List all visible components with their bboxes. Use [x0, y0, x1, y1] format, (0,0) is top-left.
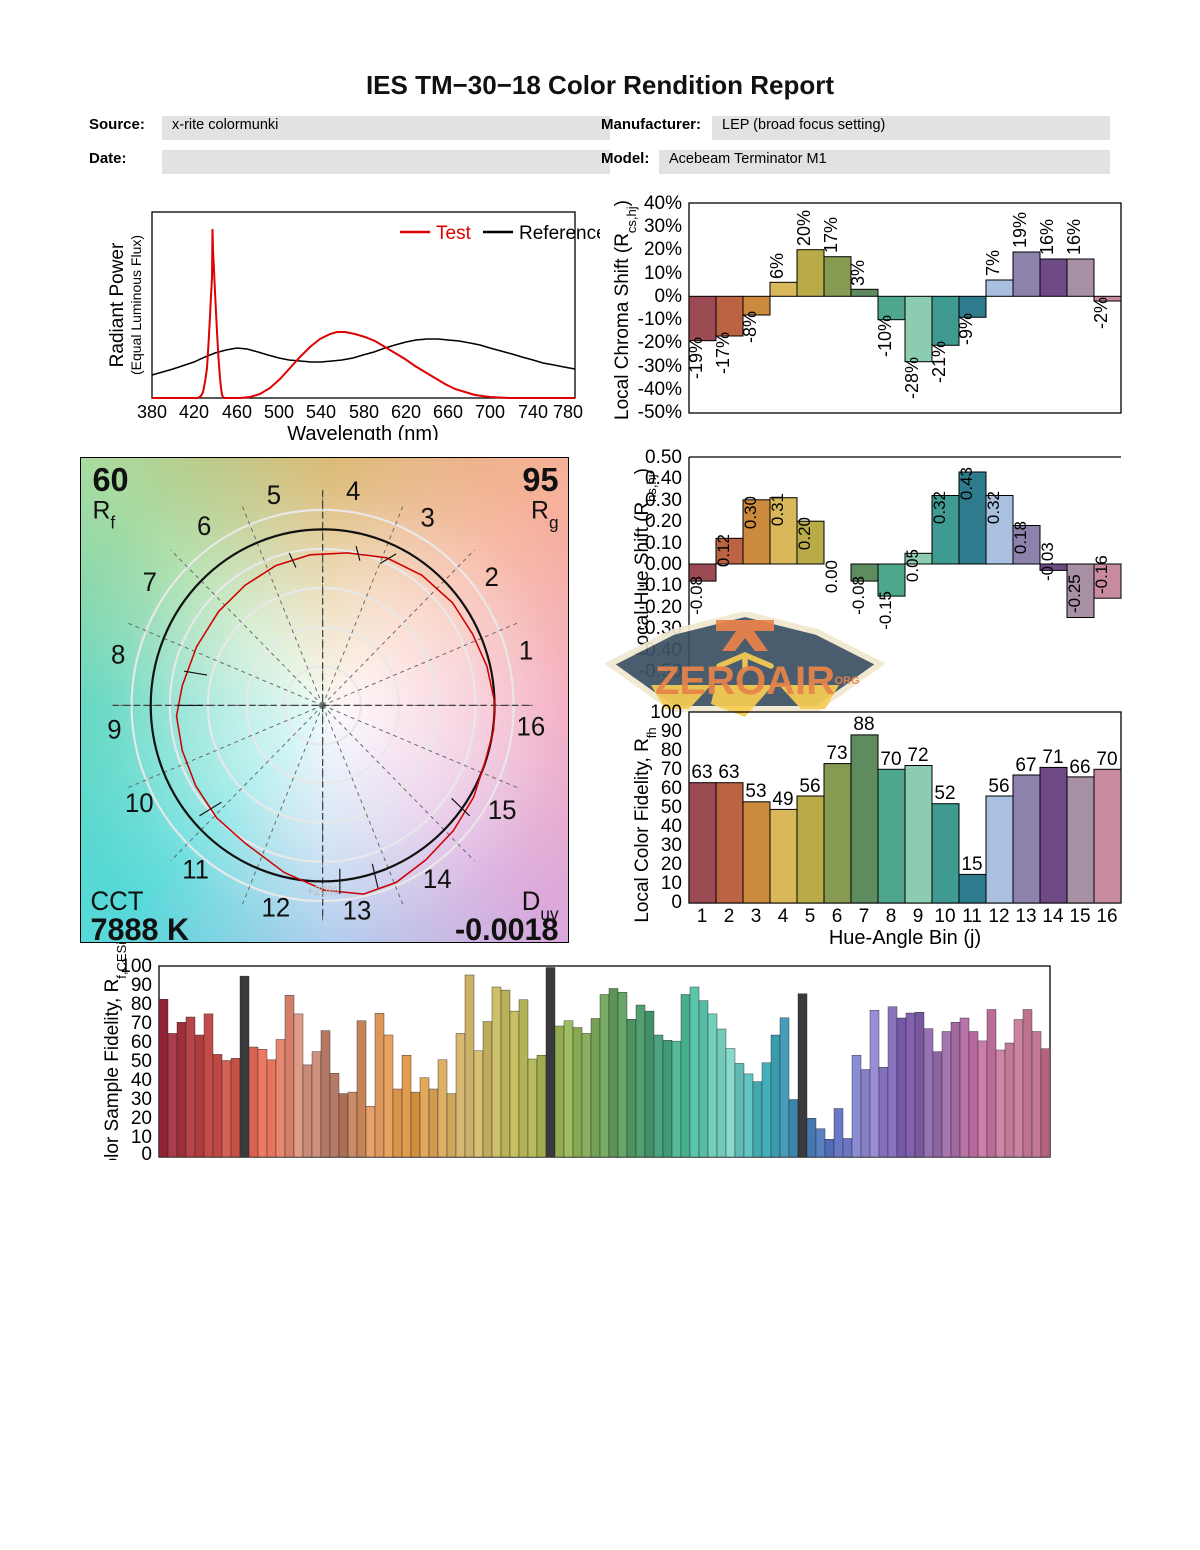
- svg-text:60: 60: [131, 1032, 152, 1053]
- svg-text:90: 90: [131, 975, 152, 996]
- svg-text:0: 0: [141, 1144, 152, 1160]
- svg-text:80: 80: [131, 994, 152, 1015]
- svg-text:Color Sample Fidelity, Rf,CESi: Color Sample Fidelity, Rf,CESi: [102, 942, 129, 1160]
- svg-text:40: 40: [131, 1070, 152, 1091]
- svg-text:50: 50: [131, 1051, 152, 1072]
- svg-text:30: 30: [131, 1089, 152, 1110]
- svg-text:70: 70: [131, 1013, 152, 1034]
- svg-text:20: 20: [131, 1108, 152, 1129]
